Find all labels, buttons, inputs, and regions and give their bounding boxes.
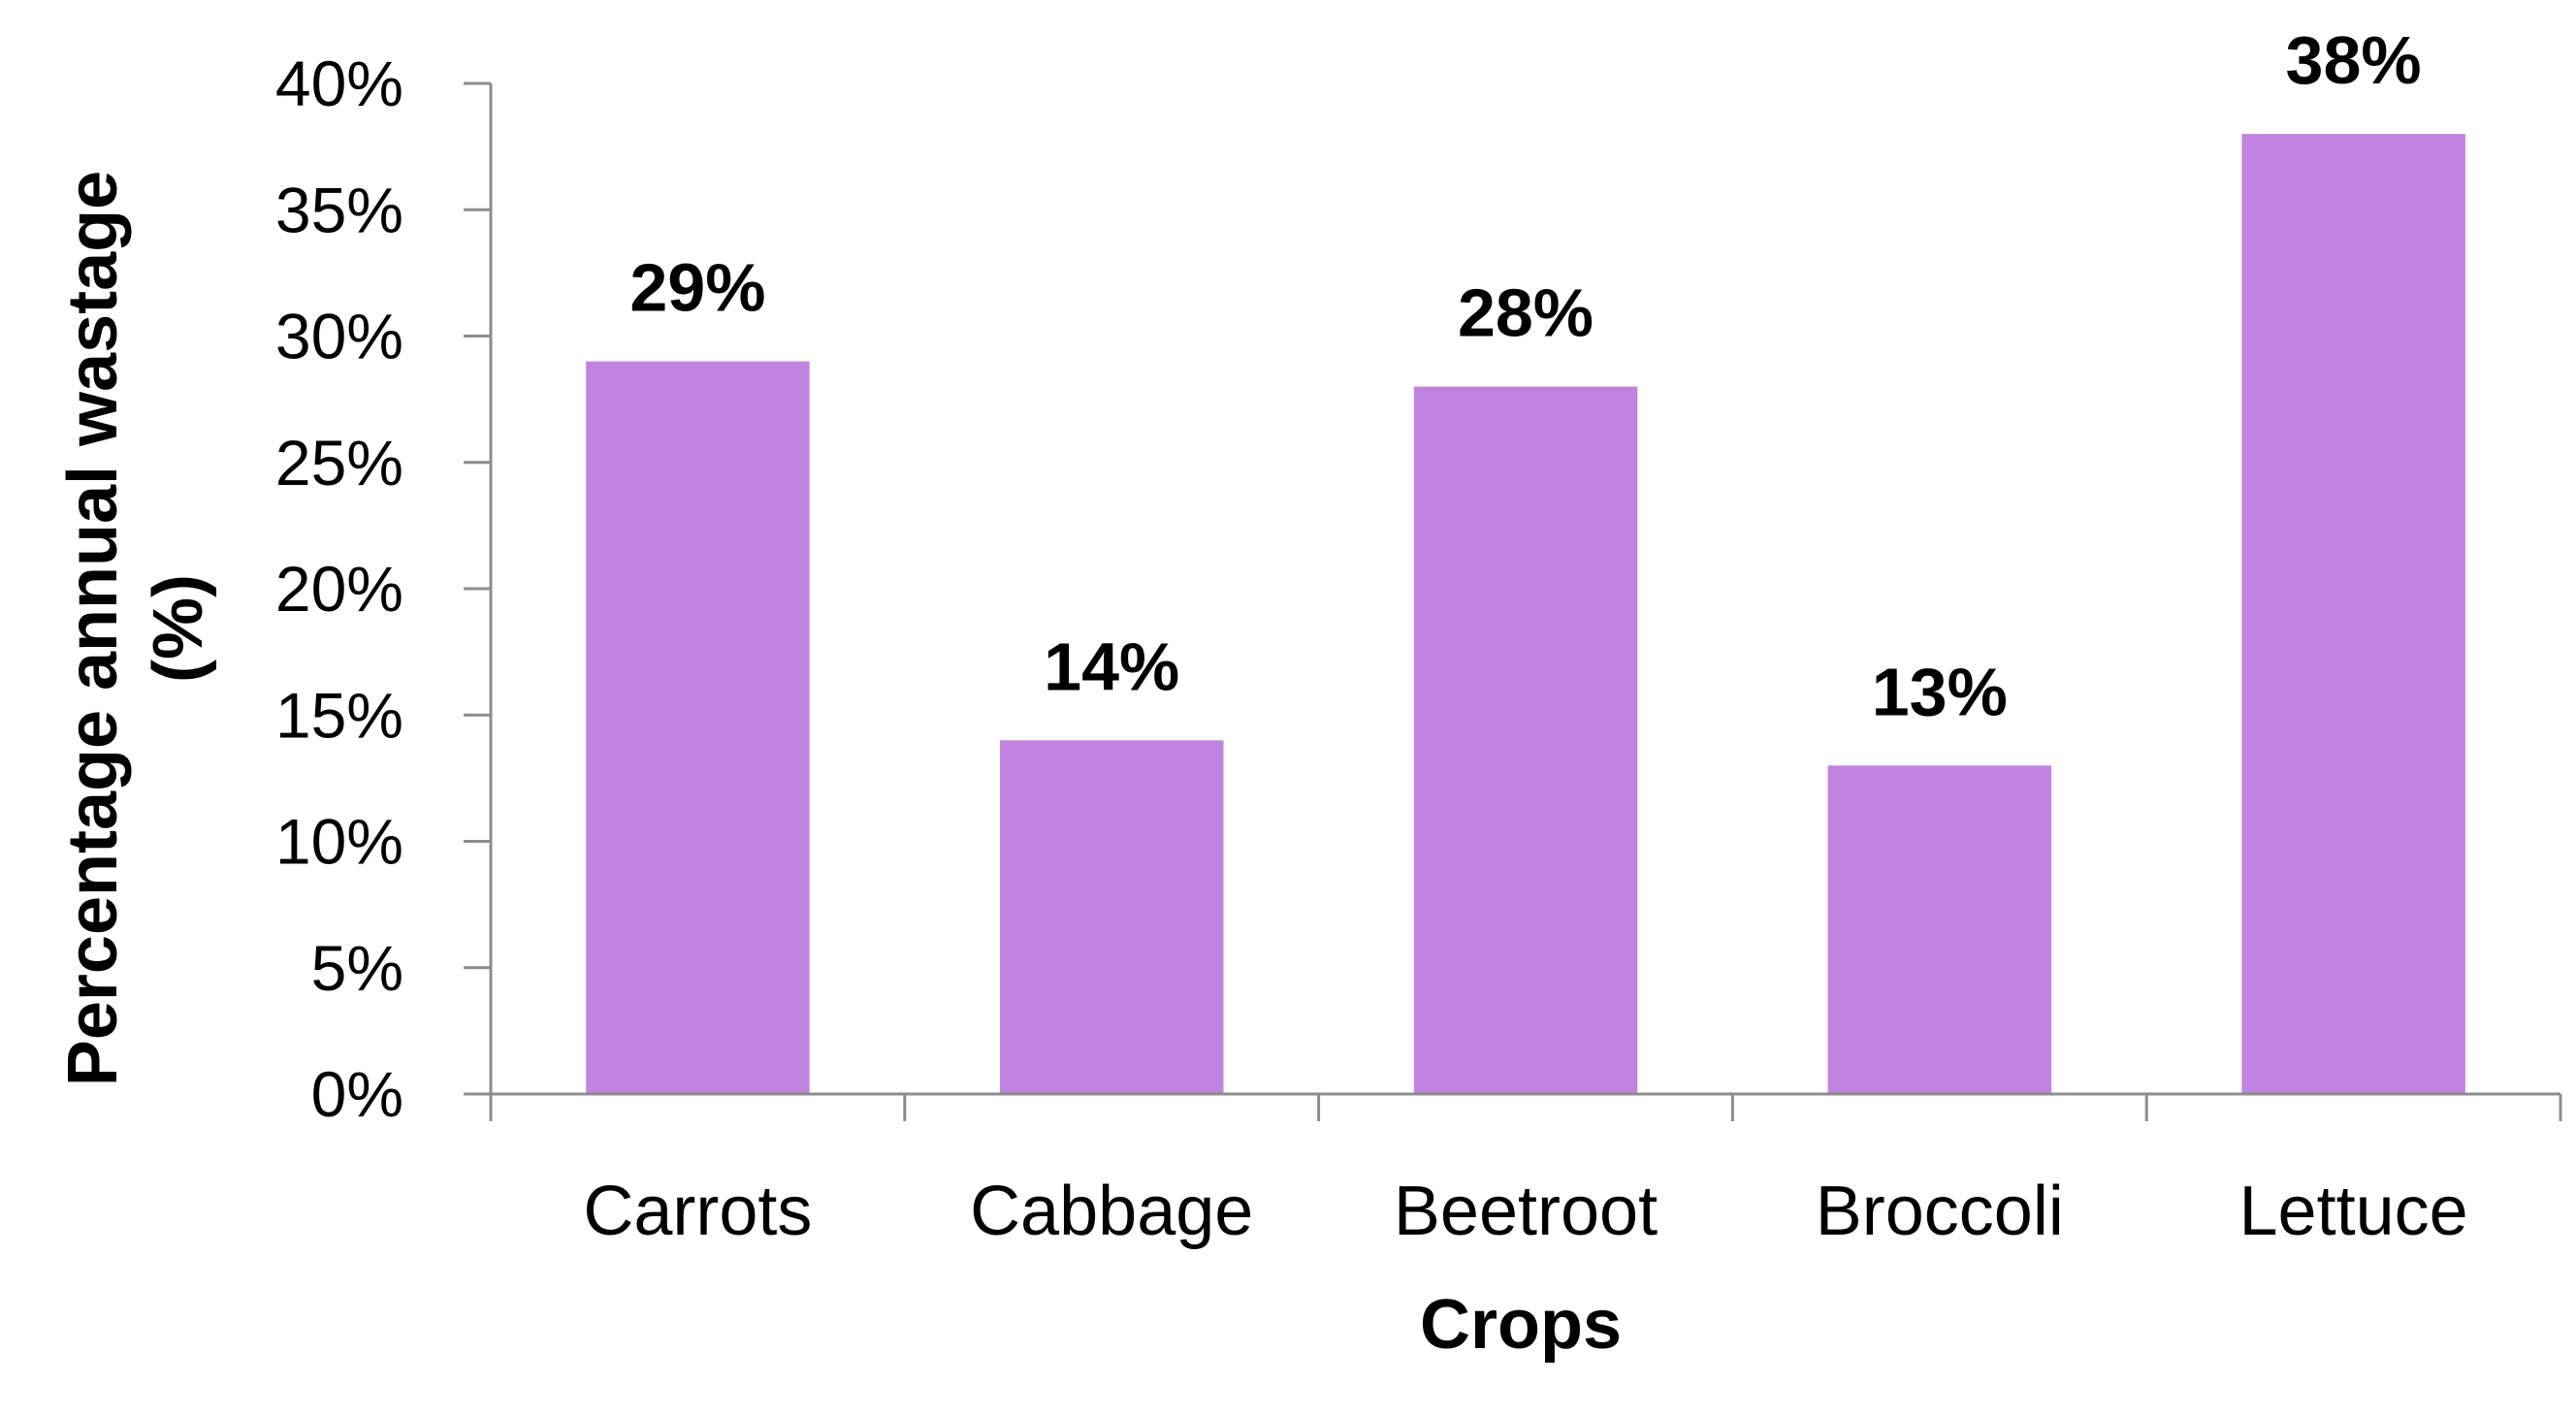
bars-layer bbox=[586, 134, 2465, 1095]
y-tick-label: 10% bbox=[275, 806, 403, 878]
y-tick-label: 35% bbox=[275, 174, 403, 245]
y-tick-label: 25% bbox=[275, 427, 403, 499]
x-tick-label-lettuce: Lettuce bbox=[2239, 1173, 2468, 1250]
bar-beetroot bbox=[1413, 386, 1638, 1095]
bar-cabbage bbox=[1000, 740, 1224, 1094]
x-axis-title: Crops bbox=[1420, 1286, 1622, 1364]
y-axis-title: Percentage annual wastage (%) bbox=[54, 171, 217, 1086]
bar-broccoli bbox=[1827, 765, 2052, 1094]
x-tick-label-broccoli: Broccoli bbox=[1816, 1173, 2064, 1250]
y-tick-label: 0% bbox=[311, 1058, 403, 1130]
bar-carrots bbox=[586, 361, 810, 1095]
data-label-broccoli: 13% bbox=[1872, 654, 2008, 729]
bar-lettuce bbox=[2241, 134, 2465, 1095]
data-label-carrots: 29% bbox=[629, 250, 765, 326]
data-label-cabbage: 14% bbox=[1044, 628, 1179, 704]
data-label-lettuce: 38% bbox=[2286, 22, 2422, 98]
data-labels-layer: 29% Carrots 14% Cabbage 28% Beetroot 13% Brocco… bbox=[583, 22, 2467, 1250]
y-tick-label: 30% bbox=[275, 301, 403, 372]
x-tick-label-carrots: Carrots bbox=[583, 1173, 812, 1250]
y-tick-label: 40% bbox=[275, 48, 403, 119]
y-axis-title-line-1: Percentage annual wastage bbox=[54, 171, 132, 1086]
y-tick-label: 20% bbox=[275, 553, 403, 625]
data-label-beetroot: 28% bbox=[1458, 275, 1594, 351]
x-tick-label-beetroot: Beetroot bbox=[1394, 1173, 1658, 1250]
y-tick-label: 15% bbox=[275, 679, 403, 751]
y-axis-title-line-2: (%) bbox=[140, 574, 217, 683]
y-tick-label: 5% bbox=[311, 932, 403, 1004]
x-tick-label-cabbage: Cabbage bbox=[970, 1173, 1253, 1250]
axes-layer: 0% 5% 10% 15% 20% 25% 30% 35% 40% bbox=[275, 48, 2562, 1130]
